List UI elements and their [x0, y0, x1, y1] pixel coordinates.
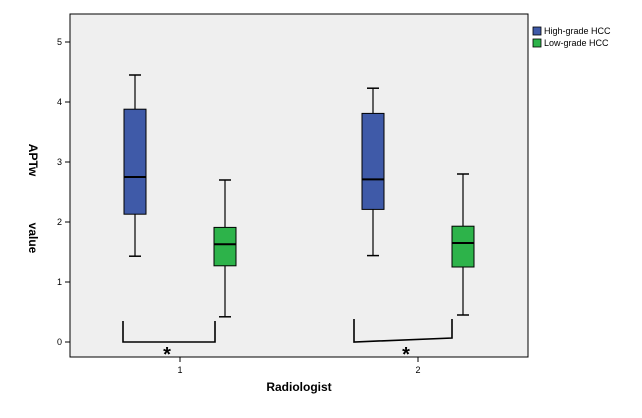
box-low-grade-1	[213, 179, 237, 318]
iqr-box	[213, 226, 237, 267]
significance-bracket	[353, 319, 453, 343]
box-series	[123, 74, 475, 318]
y-axis: 0 1 2 3 4 5	[57, 37, 70, 347]
y-tick-label: 1	[57, 277, 62, 287]
iqr-box	[361, 112, 385, 210]
significance-star: *	[402, 344, 410, 366]
legend-swatch-high-grade	[532, 26, 542, 36]
legend: High-grade HCC Low-grade HCC	[532, 26, 611, 48]
y-tick-label: 4	[57, 97, 62, 107]
x-axis-title: Radiologist	[266, 380, 331, 394]
legend-label-low-grade: Low-grade HCC	[544, 38, 609, 48]
y-axis-title-line2: value	[26, 223, 40, 254]
x-tick-label: 2	[415, 365, 420, 375]
y-tick-label: 5	[57, 37, 62, 47]
y-axis-title-line1: APTw	[26, 144, 40, 177]
significance-star: *	[163, 344, 171, 366]
box-high-grade-1	[123, 74, 147, 257]
legend-label-high-grade: High-grade HCC	[544, 26, 611, 36]
y-tick-label: 2	[57, 217, 62, 227]
legend-swatch-low-grade	[532, 38, 542, 48]
x-tick-label: 1	[177, 365, 182, 375]
box-low-grade-2	[451, 173, 475, 316]
iqr-box	[451, 225, 475, 268]
y-tick-label: 0	[57, 337, 62, 347]
box-high-grade-2	[361, 87, 385, 257]
iqr-box	[123, 108, 147, 215]
y-tick-label: 3	[57, 157, 62, 167]
significance-brackets: * *	[122, 319, 453, 366]
significance-bracket	[122, 321, 216, 343]
